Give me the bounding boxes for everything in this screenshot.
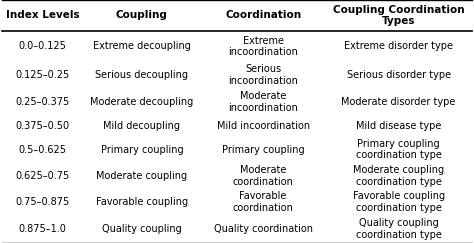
- Text: Mild incoordination: Mild incoordination: [217, 121, 310, 131]
- Text: Extreme
incoordination: Extreme incoordination: [228, 35, 298, 57]
- Text: 0.125–0.25: 0.125–0.25: [16, 70, 70, 80]
- Text: Index Levels: Index Levels: [6, 10, 80, 20]
- Text: Serious
incoordination: Serious incoordination: [228, 64, 298, 86]
- Text: Moderate coupling: Moderate coupling: [96, 171, 187, 181]
- Text: Extreme decoupling: Extreme decoupling: [93, 41, 191, 51]
- Text: Coupling Coordination
Types: Coupling Coordination Types: [333, 5, 465, 26]
- Text: Favorable coupling: Favorable coupling: [96, 197, 188, 207]
- Text: Moderate disorder type: Moderate disorder type: [341, 97, 456, 107]
- Text: Serious disorder type: Serious disorder type: [346, 70, 451, 80]
- Text: 0.625–0.75: 0.625–0.75: [16, 171, 70, 181]
- Text: 0.0–0.125: 0.0–0.125: [19, 41, 67, 51]
- Text: Extreme disorder type: Extreme disorder type: [344, 41, 453, 51]
- Text: 0.5–0.625: 0.5–0.625: [19, 145, 67, 155]
- Text: Quality coupling
coordination type: Quality coupling coordination type: [356, 218, 442, 240]
- Text: Moderate coupling
coordination type: Moderate coupling coordination type: [353, 165, 444, 187]
- Text: Coordination: Coordination: [225, 10, 301, 20]
- Text: Primary coupling: Primary coupling: [222, 145, 304, 155]
- Text: 0.875–1.0: 0.875–1.0: [19, 224, 67, 234]
- Text: Serious decoupling: Serious decoupling: [95, 70, 188, 80]
- Text: Favorable coupling
coordination type: Favorable coupling coordination type: [353, 191, 445, 213]
- Text: Mild disease type: Mild disease type: [356, 121, 441, 131]
- Text: 0.25–0.375: 0.25–0.375: [16, 97, 70, 107]
- Text: 0.75–0.875: 0.75–0.875: [16, 197, 70, 207]
- Text: 0.375–0.50: 0.375–0.50: [16, 121, 70, 131]
- Text: Moderate
coordination: Moderate coordination: [233, 165, 293, 187]
- Text: Quality coordination: Quality coordination: [214, 224, 312, 234]
- Text: Primary coupling
coordination type: Primary coupling coordination type: [356, 139, 442, 160]
- Text: Coupling: Coupling: [116, 10, 168, 20]
- Text: Moderate
incoordination: Moderate incoordination: [228, 91, 298, 113]
- Text: Primary coupling: Primary coupling: [100, 145, 183, 155]
- Text: Favorable
coordination: Favorable coordination: [233, 191, 293, 213]
- Text: Mild decoupling: Mild decoupling: [103, 121, 180, 131]
- Text: Quality coupling: Quality coupling: [102, 224, 182, 234]
- Text: Moderate decoupling: Moderate decoupling: [90, 97, 193, 107]
